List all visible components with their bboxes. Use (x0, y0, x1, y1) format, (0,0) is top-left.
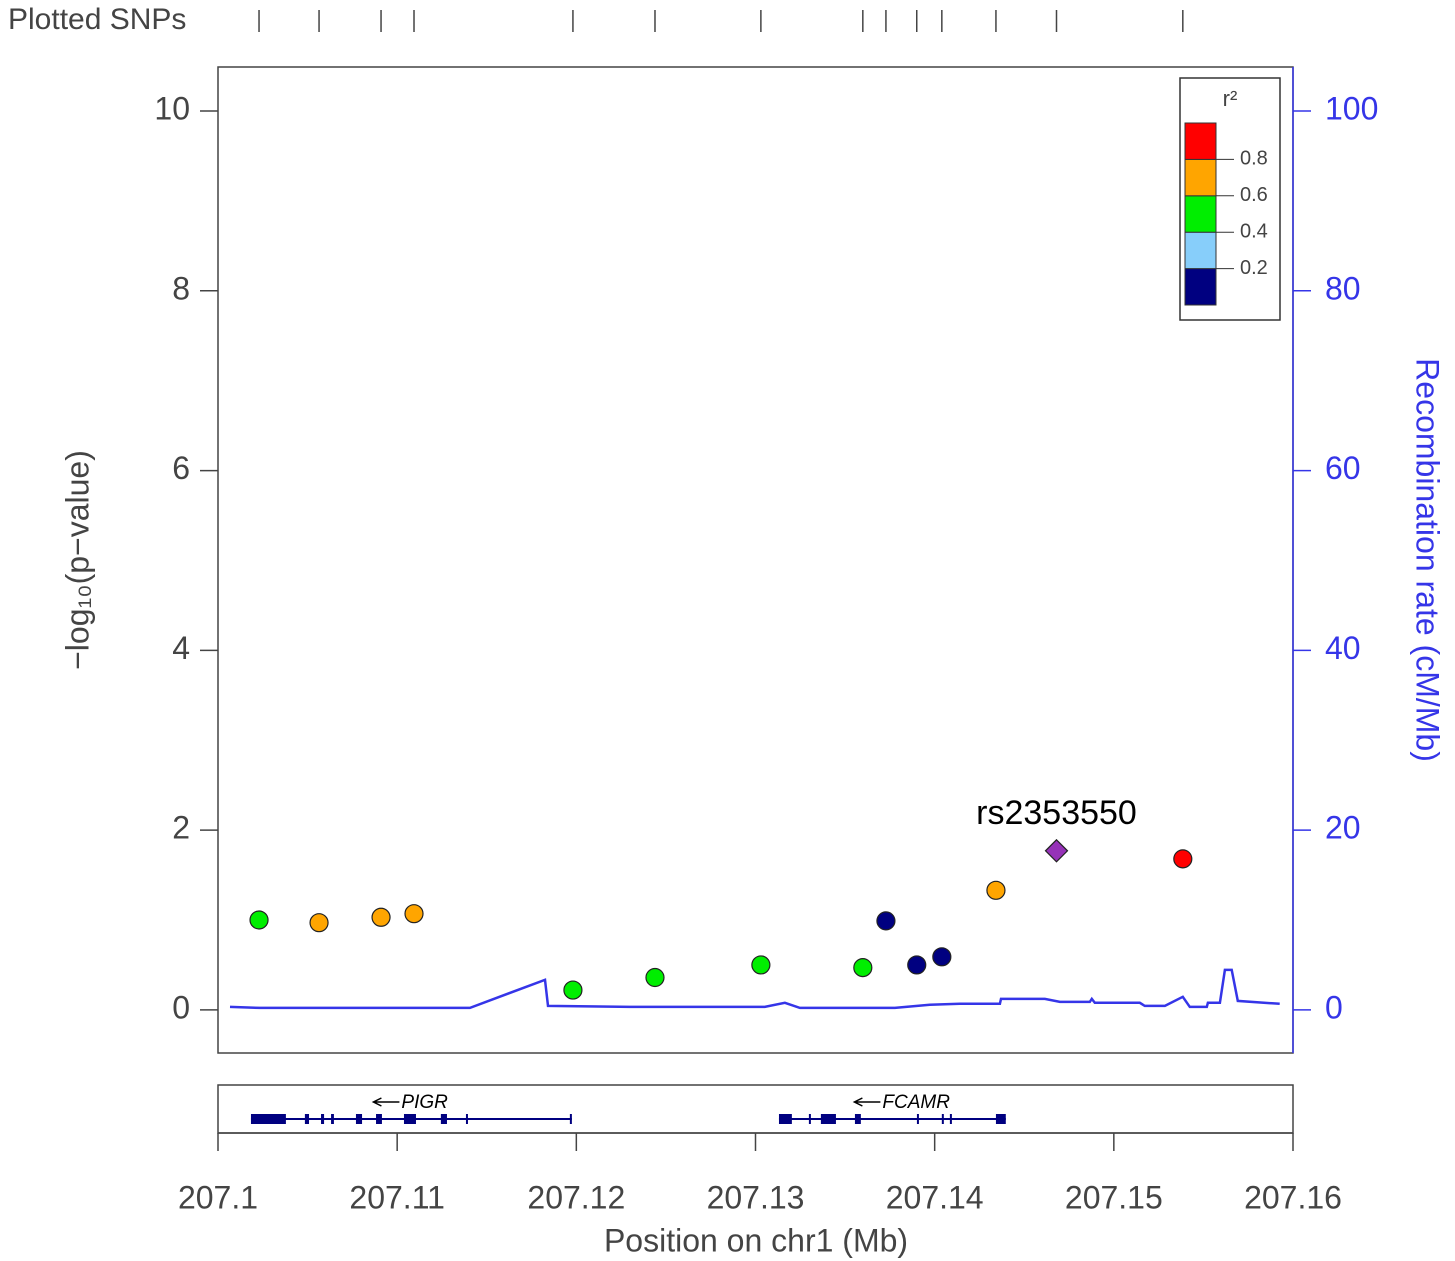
exon (403, 1114, 416, 1124)
x-tick-label: 207.15 (1065, 1179, 1163, 1215)
x-tick-label: 207.13 (707, 1179, 805, 1215)
snp-point (1173, 849, 1193, 869)
exon (304, 1114, 310, 1124)
snp-point (751, 955, 771, 975)
y2-axis-title: Recombination rate (cM/Mb) (1410, 358, 1446, 762)
exon (465, 1114, 468, 1124)
snp-point (563, 980, 583, 1000)
exon (778, 1114, 792, 1124)
gene-frame (217, 1084, 1294, 1134)
exon (995, 1114, 1006, 1124)
legend-tick-label: 0.4 (1240, 220, 1268, 242)
y2-tick-label: 80 (1325, 270, 1361, 306)
x-tick-label: 207.1 (178, 1179, 258, 1215)
snp-point (1044, 838, 1069, 863)
gene-label: PIGR (401, 1092, 448, 1113)
snp-point (907, 955, 927, 975)
legend-swatch (1184, 195, 1217, 233)
y-tick-label: 10 (154, 90, 190, 126)
snp-point (932, 947, 952, 967)
strand-arrow (371, 1097, 400, 1107)
x-tick-label: 207.16 (1244, 1179, 1342, 1215)
y-tick-label: 8 (172, 270, 190, 306)
y-tick-label: 6 (172, 450, 190, 486)
exon (569, 1114, 572, 1124)
snp-point (309, 913, 329, 933)
exon (250, 1114, 286, 1124)
legend-swatch (1184, 158, 1217, 197)
snp-point (986, 880, 1006, 900)
exon (440, 1114, 447, 1124)
legend-tick-label: 0.2 (1240, 257, 1268, 279)
legend-swatch (1184, 268, 1217, 306)
exon (916, 1114, 919, 1124)
legend-tick-label: 0.6 (1240, 184, 1268, 206)
y2-tick-label: 20 (1325, 810, 1361, 846)
y2-tick-label: 60 (1325, 450, 1361, 486)
legend-tick-label: 0.8 (1240, 148, 1268, 170)
snp-point (876, 911, 896, 931)
exon (820, 1114, 836, 1124)
snp-point (404, 904, 424, 924)
snp-point (853, 958, 873, 978)
recombination-line (229, 968, 1280, 1010)
exon (376, 1114, 382, 1124)
snp-point (249, 910, 269, 930)
y-tick-label: 2 (172, 810, 190, 846)
x-tick-label: 207.11 (349, 1179, 445, 1215)
snp-point (371, 907, 391, 927)
exon (808, 1114, 811, 1124)
gene-label: FCAMR (882, 1092, 950, 1113)
rug-label: Plotted SNPs (8, 3, 186, 36)
snp-point (645, 967, 665, 988)
legend-swatch (1184, 122, 1217, 160)
plot-frame (217, 66, 1294, 1054)
strand-arrow (852, 1097, 881, 1107)
y-tick-label: 4 (172, 630, 190, 666)
exon (854, 1114, 861, 1124)
x-tick-label: 207.12 (527, 1179, 625, 1215)
legend-title: r² (1223, 86, 1238, 111)
x-tick-label: 207.14 (886, 1179, 984, 1215)
exon (941, 1114, 944, 1124)
x-axis-title: Position on chr1 (Mb) (604, 1222, 908, 1258)
exon (321, 1114, 325, 1124)
snp-label: rs2353550 (976, 794, 1137, 832)
y-tick-label: 0 (172, 989, 190, 1025)
exon (949, 1114, 952, 1124)
y-axis-title: −log₁₀(p−value) (59, 450, 95, 670)
exon (355, 1114, 363, 1124)
y2-tick-label: 40 (1325, 630, 1361, 666)
legend-swatch (1184, 231, 1217, 270)
y2-tick-label: 100 (1325, 90, 1378, 126)
y2-tick-label: 0 (1325, 989, 1343, 1025)
exon (331, 1114, 334, 1124)
